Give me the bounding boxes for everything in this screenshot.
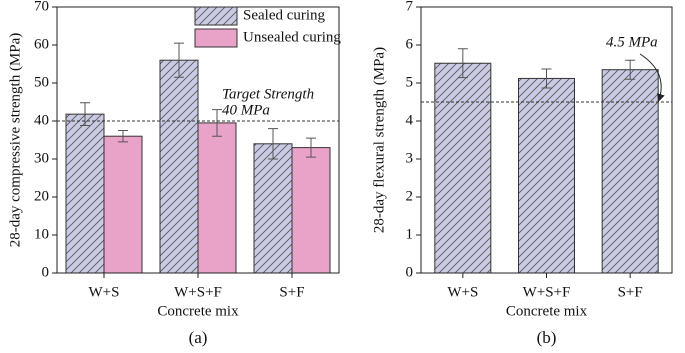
x-tick-label: S+F: [618, 284, 643, 300]
chart-caption: (a): [189, 328, 208, 347]
bar: [159, 59, 199, 274]
y-tick-label: 0: [406, 264, 414, 280]
plot-frame: [420, 6, 673, 274]
y-axis-label: 28-day compressive strength (MPa): [7, 33, 23, 248]
y-tick-label: 10: [34, 226, 49, 242]
x-tick-label: W+S: [447, 284, 478, 300]
error-bar: [212, 109, 222, 137]
error-bar: [625, 59, 636, 80]
y-tick-label: 50: [34, 74, 49, 90]
y-tick-label: 7: [406, 0, 414, 14]
bar: [197, 122, 237, 274]
legend-label: Sealed curing: [243, 7, 326, 23]
bar: [65, 113, 105, 274]
y-tick-label: 4: [406, 112, 414, 128]
error-bar: [541, 68, 552, 89]
error-bar: [174, 42, 184, 78]
x-tick-label: W+S: [89, 284, 120, 300]
error-bar: [268, 128, 278, 160]
y-tick-label: 70: [34, 0, 49, 14]
reference-label: 40 MPa: [222, 102, 270, 118]
bar: [103, 135, 143, 274]
error-bar: [306, 137, 316, 158]
y-tick-label: 30: [34, 150, 49, 166]
x-tick-label: S+F: [279, 284, 304, 300]
chart-caption: (b): [537, 328, 557, 347]
y-tick-label: 60: [34, 36, 49, 52]
y-axis-label: 28-day flexural strength (MPa): [371, 47, 387, 233]
x-tick-label: W+S+F: [523, 284, 571, 300]
y-tick-label: 40: [34, 112, 49, 128]
bar: [434, 62, 492, 274]
y-tick-label: 3: [406, 150, 414, 166]
error-bar: [80, 102, 90, 127]
error-bar: [118, 130, 128, 143]
legend-swatch: [194, 6, 238, 26]
reference-label: Target Strength: [222, 86, 314, 102]
y-tick-label: 20: [34, 188, 49, 204]
bar: [518, 77, 575, 274]
x-axis-label: Concrete mix: [157, 303, 239, 319]
legend-label: Unsealed curing: [243, 29, 341, 45]
bar: [291, 147, 331, 274]
bar: [601, 69, 659, 274]
legend-swatch: [194, 28, 238, 48]
y-tick-label: 5: [406, 74, 414, 90]
error-bar: [457, 48, 468, 79]
y-tick-label: 0: [42, 264, 50, 280]
bar: [253, 143, 293, 274]
reference-arrow: [639, 53, 665, 102]
y-tick-label: 1: [406, 226, 414, 242]
x-tick-label: W+S+F: [174, 284, 222, 300]
y-tick-label: 2: [406, 188, 414, 204]
reference-label: 4.5 MPa: [606, 34, 658, 50]
x-axis-label: Concrete mix: [506, 303, 588, 319]
y-tick-label: 6: [406, 36, 414, 52]
